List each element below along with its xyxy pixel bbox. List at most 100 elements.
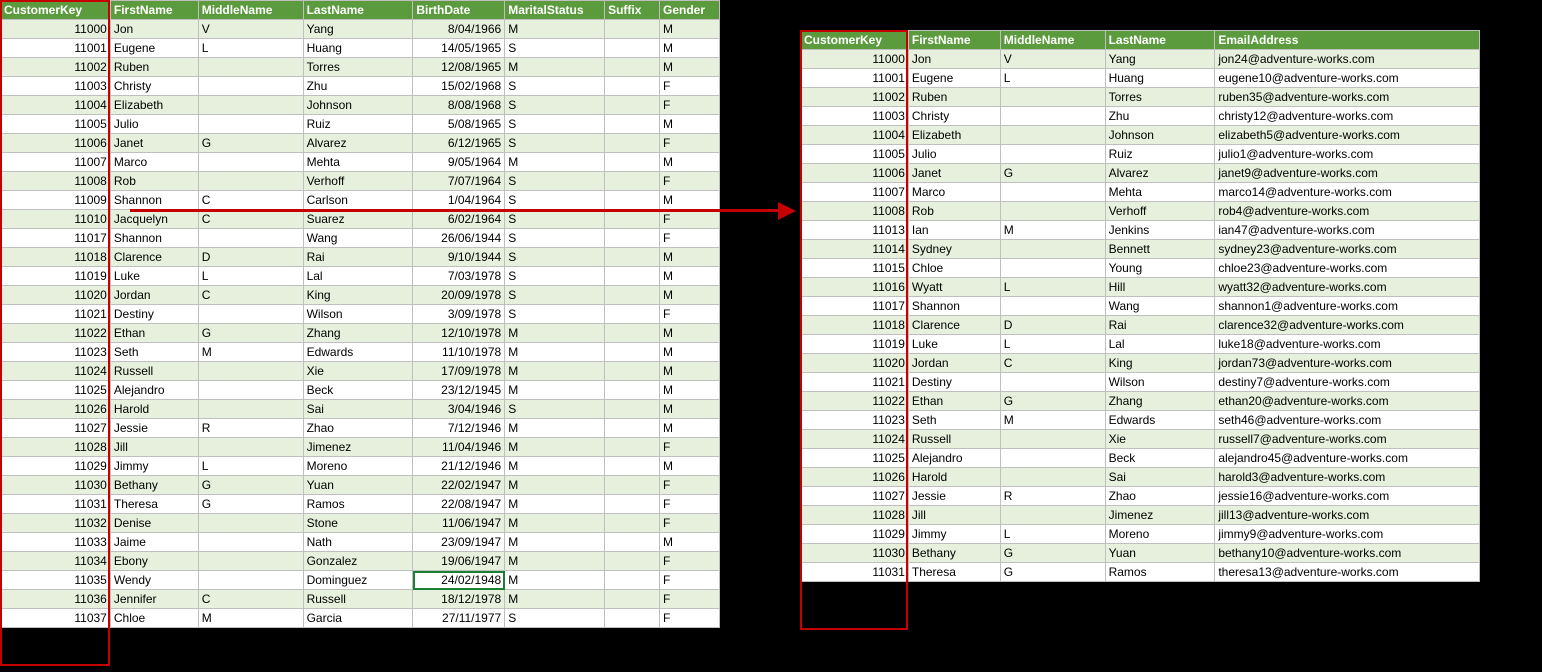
cell[interactable]: 9/10/1944 <box>413 248 505 267</box>
cell[interactable]: F <box>660 172 720 191</box>
table-row[interactable]: 11008RobVerhoff7/07/1964SF <box>1 172 720 191</box>
cell[interactable]: M <box>660 457 720 476</box>
cell[interactable]: R <box>1000 487 1105 506</box>
table-row[interactable]: 11024RussellXierussell7@adventure-works.… <box>801 430 1480 449</box>
cell[interactable]: C <box>198 590 303 609</box>
cell[interactable]: Harold <box>110 400 198 419</box>
cell[interactable]: Jill <box>908 506 1000 525</box>
cell[interactable]: 11005 <box>801 145 909 164</box>
cell[interactable]: M <box>1000 221 1105 240</box>
cell[interactable]: M <box>660 153 720 172</box>
table-row[interactable]: 11005JulioRuizjulio1@adventure-works.com <box>801 145 1480 164</box>
table-row[interactable]: 11023SethMEdwardsseth46@adventure-works.… <box>801 411 1480 430</box>
cell[interactable]: 11016 <box>801 278 909 297</box>
cell[interactable]: wyatt32@adventure-works.com <box>1215 278 1480 297</box>
cell[interactable]: Dominguez <box>303 571 413 590</box>
cell[interactable] <box>1000 183 1105 202</box>
cell[interactable]: 22/08/1947 <box>413 495 505 514</box>
table-row[interactable]: 11021DestinyWilson3/09/1978SF <box>1 305 720 324</box>
cell[interactable]: clarence32@adventure-works.com <box>1215 316 1480 335</box>
cell[interactable]: Wilson <box>1105 373 1215 392</box>
cell[interactable]: M <box>505 58 605 77</box>
cell[interactable]: Xie <box>303 362 413 381</box>
cell[interactable]: Mehta <box>303 153 413 172</box>
cell[interactable]: Torres <box>303 58 413 77</box>
cell[interactable]: Shannon <box>110 229 198 248</box>
table-row[interactable]: 11004ElizabethJohnsonelizabeth5@adventur… <box>801 126 1480 145</box>
cell[interactable]: 11032 <box>1 514 111 533</box>
table-row[interactable]: 11000JonVYang8/04/1966MM <box>1 20 720 39</box>
cell[interactable]: S <box>505 267 605 286</box>
cell[interactable]: 11002 <box>1 58 111 77</box>
cell[interactable]: M <box>660 324 720 343</box>
cell[interactable]: L <box>1000 278 1105 297</box>
cell[interactable]: Edwards <box>1105 411 1215 430</box>
cell[interactable]: Wang <box>1105 297 1215 316</box>
table-row[interactable]: 11001EugeneLHuangeugene10@adventure-work… <box>801 69 1480 88</box>
cell[interactable]: F <box>660 514 720 533</box>
cell[interactable]: ruben35@adventure-works.com <box>1215 88 1480 107</box>
cell[interactable]: 8/04/1966 <box>413 20 505 39</box>
cell[interactable]: M <box>505 381 605 400</box>
cell[interactable]: Shannon <box>908 297 1000 316</box>
cell[interactable]: Denise <box>110 514 198 533</box>
cell[interactable]: Garcia <box>303 609 413 628</box>
cell[interactable]: S <box>505 229 605 248</box>
cell[interactable]: 11024 <box>801 430 909 449</box>
table-row[interactable]: 11027JessieRZhaojessie16@adventure-works… <box>801 487 1480 506</box>
column-header[interactable]: CustomerKey <box>801 31 909 50</box>
cell[interactable]: 11015 <box>801 259 909 278</box>
cell[interactable]: elizabeth5@adventure-works.com <box>1215 126 1480 145</box>
column-header[interactable]: MiddleName <box>1000 31 1105 50</box>
cell[interactable]: Moreno <box>303 457 413 476</box>
cell[interactable]: Moreno <box>1105 525 1215 544</box>
cell[interactable]: Nath <box>303 533 413 552</box>
cell[interactable]: Ruben <box>908 88 1000 107</box>
table-row[interactable]: 11025AlejandroBeckalejandro45@adventure-… <box>801 449 1480 468</box>
cell[interactable]: Yuan <box>1105 544 1215 563</box>
cell[interactable]: 11017 <box>1 229 111 248</box>
cell[interactable]: 11017 <box>801 297 909 316</box>
cell[interactable]: Bethany <box>110 476 198 495</box>
cell[interactable]: shannon1@adventure-works.com <box>1215 297 1480 316</box>
cell[interactable]: Rob <box>908 202 1000 221</box>
cell[interactable] <box>1000 202 1105 221</box>
cell[interactable] <box>605 381 660 400</box>
cell[interactable]: chloe23@adventure-works.com <box>1215 259 1480 278</box>
cell[interactable]: M <box>1000 411 1105 430</box>
cell[interactable]: russell7@adventure-works.com <box>1215 430 1480 449</box>
cell[interactable]: Alvarez <box>1105 164 1215 183</box>
cell[interactable]: 11028 <box>801 506 909 525</box>
cell[interactable]: jon24@adventure-works.com <box>1215 50 1480 69</box>
table-row[interactable]: 11020JordanCKing20/09/1978SM <box>1 286 720 305</box>
cell[interactable]: Rai <box>303 248 413 267</box>
cell[interactable]: Zhang <box>303 324 413 343</box>
cell[interactable]: 11/06/1947 <box>413 514 505 533</box>
cell[interactable]: Zhu <box>1105 107 1215 126</box>
table-row[interactable]: 11009ShannonCCarlson1/04/1964SM <box>1 191 720 210</box>
table-row[interactable]: 11014SydneyBennettsydney23@adventure-wor… <box>801 240 1480 259</box>
cell[interactable]: M <box>660 191 720 210</box>
column-header[interactable]: MiddleName <box>198 1 303 20</box>
cell[interactable]: Yuan <box>303 476 413 495</box>
table-row[interactable]: 11016WyattLHillwyatt32@adventure-works.c… <box>801 278 1480 297</box>
cell[interactable]: 7/12/1946 <box>413 419 505 438</box>
column-header[interactable]: Gender <box>660 1 720 20</box>
cell[interactable] <box>605 324 660 343</box>
cell[interactable] <box>198 400 303 419</box>
cell[interactable]: C <box>1000 354 1105 373</box>
cell[interactable] <box>198 115 303 134</box>
table-row[interactable]: 11007MarcoMehta9/05/1964MM <box>1 153 720 172</box>
cell[interactable] <box>605 153 660 172</box>
cell[interactable]: Ethan <box>908 392 1000 411</box>
cell[interactable]: Mehta <box>1105 183 1215 202</box>
cell[interactable]: 11026 <box>1 400 111 419</box>
cell[interactable]: G <box>198 134 303 153</box>
cell[interactable]: 12/10/1978 <box>413 324 505 343</box>
cell[interactable]: Xie <box>1105 430 1215 449</box>
cell[interactable] <box>605 552 660 571</box>
cell[interactable] <box>605 286 660 305</box>
cell[interactable]: Zhu <box>303 77 413 96</box>
column-header[interactable]: LastName <box>303 1 413 20</box>
cell[interactable]: Beck <box>303 381 413 400</box>
